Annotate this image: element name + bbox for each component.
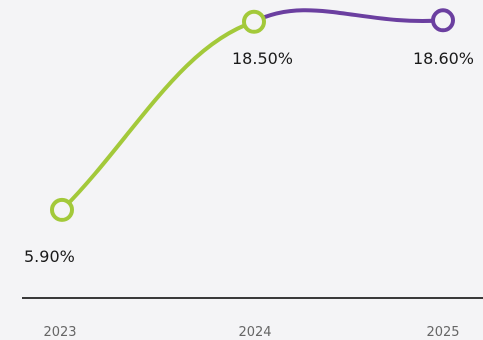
data-point [242,9,266,34]
x-tick-label: 2025 [426,325,459,340]
data-point [50,197,74,222]
data-label: 5.90% [24,247,75,266]
data-label: 18.50% [232,49,293,68]
data-point [431,8,455,33]
series-line-segment [60,19,256,212]
series-line-segment [252,8,445,24]
data-label: 18.60% [413,49,474,68]
x-tick-label: 2023 [43,325,76,340]
x-tick-label: 2024 [238,325,271,340]
